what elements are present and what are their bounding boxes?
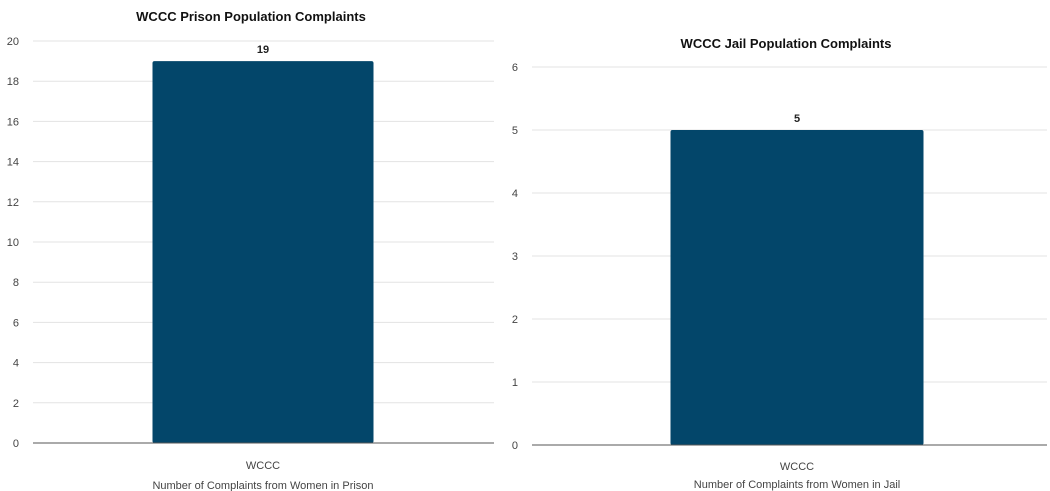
jail-y-tick-label: 1 — [512, 377, 518, 389]
jail-complaints-chart: WCCC Jail Population Complaints 0 1 2 3 4 5 6 5 W… — [512, 36, 1047, 491]
prison-bar-data-label: 19 — [257, 44, 269, 56]
prison-y-tick-label: 2 — [13, 398, 19, 410]
jail-x-axis-title: Number of Complaints from Women in Jail — [694, 479, 900, 491]
prison-y-tick-label: 8 — [13, 277, 19, 289]
jail-category-label: WCCC — [780, 461, 814, 473]
prison-y-tick-label: 12 — [7, 197, 19, 209]
jail-y-tick-label: 4 — [512, 188, 518, 200]
prison-complaints-chart: WCCC Prison Population Complaints 0 2 4 6 8 10… — [7, 9, 494, 491]
prison-y-tick-label: 14 — [7, 157, 19, 169]
prison-y-tick-label: 16 — [7, 116, 19, 128]
prison-chart-title: WCCC Prison Population Complaints — [136, 9, 366, 24]
prison-y-tick-label: 6 — [13, 317, 19, 329]
prison-category-label: WCCC — [246, 460, 280, 472]
jail-bar-data-label: 5 — [794, 113, 800, 125]
jail-y-tick-label: 5 — [512, 125, 518, 137]
jail-y-tick-label: 6 — [512, 62, 518, 74]
prison-y-tick-label: 10 — [7, 237, 19, 249]
prison-y-tick-label: 4 — [13, 358, 19, 370]
prison-y-tick-label: 20 — [7, 36, 19, 48]
prison-bar — [152, 61, 374, 443]
jail-y-tick-label: 0 — [512, 440, 518, 452]
prison-y-tick-label: 0 — [13, 438, 19, 450]
jail-chart-title: WCCC Jail Population Complaints — [681, 36, 892, 51]
jail-bar — [670, 130, 924, 445]
jail-y-tick-label: 3 — [512, 251, 518, 263]
prison-x-axis-title: Number of Complaints from Women in Priso… — [152, 480, 373, 491]
prison-y-tick-label: 18 — [7, 76, 19, 88]
jail-y-tick-label: 2 — [512, 314, 518, 326]
